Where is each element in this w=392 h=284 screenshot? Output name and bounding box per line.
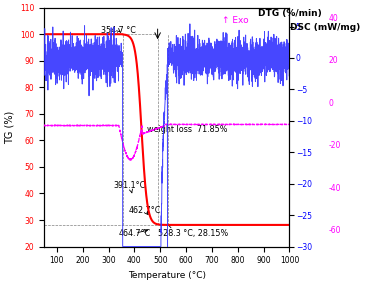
Text: ↑ Exo: ↑ Exo — [222, 16, 249, 26]
Text: weight loss  71.85%: weight loss 71.85% — [147, 125, 227, 134]
Text: -60: -60 — [328, 226, 341, 235]
Text: DSC (mW/mg): DSC (mW/mg) — [290, 23, 361, 32]
Text: DTG (%/min): DTG (%/min) — [258, 9, 322, 18]
Text: 391.1°C: 391.1°C — [114, 181, 146, 193]
Text: 20: 20 — [328, 56, 338, 65]
Text: -40: -40 — [328, 184, 341, 193]
Text: 528.3 °C, 28.15%: 528.3 °C, 28.15% — [158, 225, 229, 238]
Text: 40: 40 — [328, 14, 338, 23]
Text: 462.7°C: 462.7°C — [129, 206, 161, 215]
Text: 0: 0 — [328, 99, 333, 108]
Text: -20: -20 — [328, 141, 341, 150]
Text: 464.7°C: 464.7°C — [119, 229, 151, 238]
Y-axis label: TG (%): TG (%) — [4, 110, 14, 144]
Text: 354.7 °C: 354.7 °C — [101, 26, 136, 35]
X-axis label: Temperature (°C): Temperature (°C) — [128, 271, 206, 280]
